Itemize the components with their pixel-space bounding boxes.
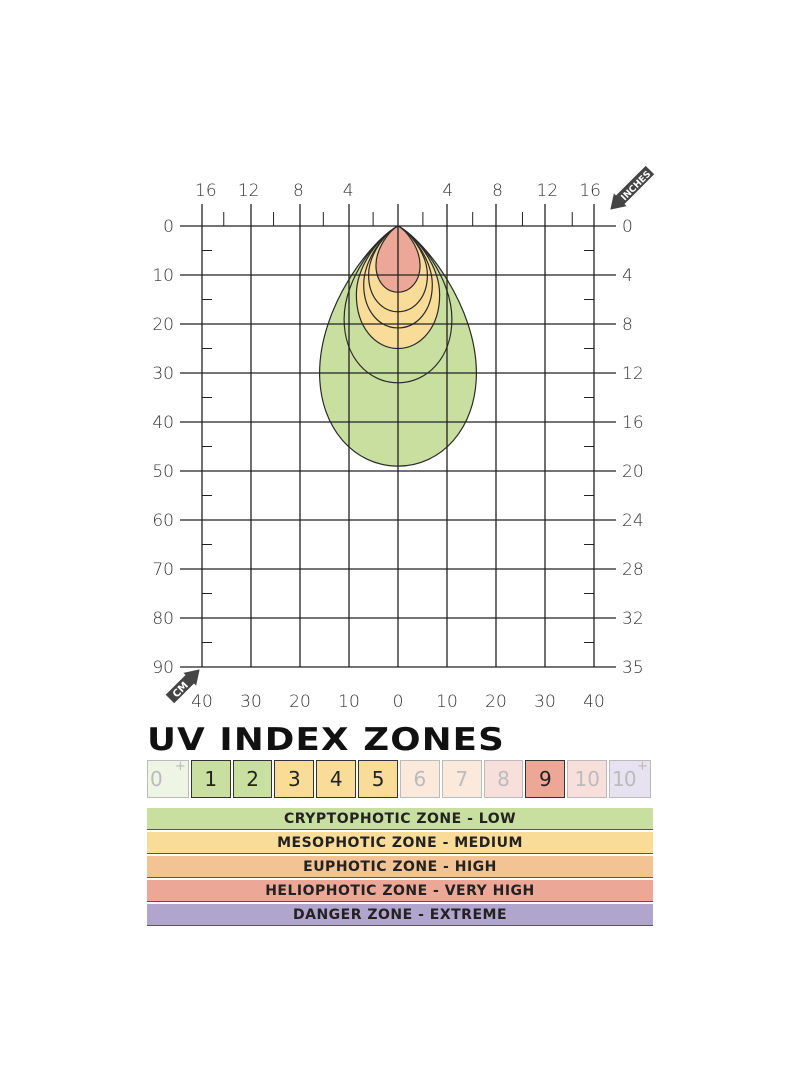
right-tick-label: 24 — [622, 511, 644, 531]
right-tick-label: 20 — [622, 462, 644, 482]
right-tick-label: 0 — [622, 217, 633, 237]
uv-index-box-3: 3 — [274, 760, 315, 798]
uv-index-box-5: 5 — [358, 760, 398, 798]
uv-index-box-9: 9 — [525, 760, 566, 798]
left-tick-label: 80 — [152, 609, 174, 629]
uv-index-label: 5 — [371, 767, 385, 791]
right-tick-label: 12 — [622, 364, 644, 384]
top-tick-label: 16 — [579, 181, 601, 201]
top-tick-label: 16 — [195, 181, 217, 201]
top-tick-label: 8 — [492, 181, 503, 201]
top-tick-label: 12 — [537, 181, 559, 201]
zone-bar: MESOPHOTIC ZONE - MEDIUM — [147, 832, 653, 854]
bottom-tick-label: 40 — [583, 692, 605, 712]
bottom-tick-label: 30 — [240, 692, 262, 712]
left-tick-label: 70 — [152, 560, 174, 580]
left-tick-label: 40 — [152, 413, 174, 433]
uv-index-box-2: 2 — [232, 760, 273, 798]
zone-bar: CRYPTOPHOTIC ZONE - LOW — [147, 808, 653, 830]
bottom-tick-label: 40 — [191, 692, 213, 712]
uv-index-box-6: 6 — [399, 760, 440, 798]
left-tick-label: 50 — [152, 462, 174, 482]
zone-bar: DANGER ZONE - EXTREME — [147, 904, 653, 926]
zone-legend: CRYPTOPHOTIC ZONE - LOW MESOPHOTIC ZONE -… — [147, 808, 653, 928]
left-tick-label: 30 — [152, 364, 174, 384]
top-tick-label: 4 — [343, 181, 354, 201]
uv-index-label: 6 — [413, 767, 427, 791]
inches-arrow: INCHES — [610, 165, 655, 210]
uv-index-label: 9 — [539, 767, 552, 791]
uv-index-box-4: 4 — [316, 760, 357, 798]
left-tick-label: 20 — [152, 315, 174, 335]
uv-index-box-8: 8 — [483, 760, 524, 798]
left-tick-label: 90 — [152, 658, 174, 678]
top-tick-label: 4 — [442, 181, 453, 201]
bottom-tick-label: 0 — [393, 692, 404, 712]
uv-index-label: 2 — [246, 767, 259, 791]
uv-index-label: 3 — [288, 767, 301, 791]
right-tick-label: 4 — [622, 266, 633, 286]
right-tick-label: 8 — [622, 315, 633, 335]
uv-index-label: 10 — [574, 767, 600, 791]
right-tick-label: 32 — [622, 609, 644, 629]
uv-index-box-0: 0 + — [147, 760, 189, 798]
uv-index-label: 1 — [204, 767, 218, 791]
legend-title: UV INDEX ZONES — [147, 722, 506, 758]
plus-sign: + — [637, 759, 648, 774]
left-tick-label: 60 — [152, 511, 174, 531]
uv-index-label: 8 — [497, 767, 510, 791]
right-tick-label: 35 — [622, 658, 644, 678]
uv-index-label: 4 — [329, 767, 343, 791]
right-tick-label: 16 — [622, 413, 644, 433]
inches-unit-label: INCHES — [620, 169, 654, 203]
bottom-tick-label: 20 — [289, 692, 311, 712]
zone-bar: EUPHOTIC ZONE - HIGH — [147, 856, 653, 878]
left-tick-label: 10 — [152, 266, 174, 286]
plus-sign: + — [174, 759, 186, 774]
uv-index-label: 10 — [612, 767, 636, 791]
uv-index-boxes: 0 +1 2 3 4 5 6 7 8 9 10 10 + — [147, 760, 653, 800]
top-tick-label: 8 — [293, 181, 304, 201]
left-tick-label: 0 — [163, 217, 174, 237]
uv-index-box-11: 10 + — [609, 760, 651, 798]
bottom-tick-label: 10 — [436, 692, 458, 712]
bottom-tick-label: 30 — [534, 692, 556, 712]
top-tick-label: 12 — [238, 181, 260, 201]
bottom-tick-label: 10 — [338, 692, 360, 712]
uv-index-label: 7 — [455, 767, 469, 791]
uv-index-label: 0 — [150, 767, 163, 791]
uv-index-box-10: 10 — [567, 760, 608, 798]
zone-bar: HELIOPHOTIC ZONE - VERY HIGH — [147, 880, 653, 902]
uv-index-box-7: 7 — [441, 760, 482, 798]
right-tick-label: 28 — [622, 560, 644, 580]
bottom-tick-label: 20 — [485, 692, 507, 712]
uv-index-box-1: 1 — [190, 760, 231, 798]
